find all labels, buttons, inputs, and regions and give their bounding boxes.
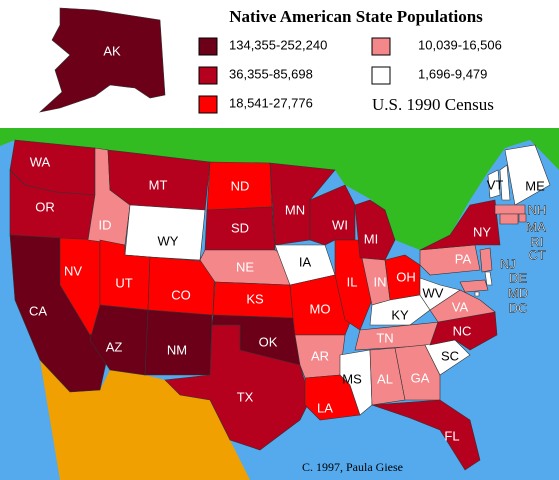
state-label: AR bbox=[311, 348, 329, 363]
map-title: Native American State Populations bbox=[229, 7, 483, 26]
state-label: DE bbox=[509, 270, 527, 285]
state-label: TX bbox=[237, 389, 254, 404]
state-labels: AK WA OR CA NV ID MT WY UT AZ CO NM ND SD NE KS OK TX MN IA… bbox=[29, 43, 547, 443]
state-label: DC bbox=[509, 300, 528, 315]
state bbox=[89, 304, 149, 376]
state bbox=[371, 399, 481, 471]
state-label: WA bbox=[30, 154, 51, 169]
state-label: CT bbox=[528, 247, 545, 262]
state-label: NY bbox=[473, 224, 491, 239]
state-label: OK bbox=[259, 334, 278, 349]
state bbox=[499, 213, 519, 225]
legend-swatch bbox=[198, 37, 218, 56]
state-label: KY bbox=[391, 307, 409, 322]
state bbox=[124, 204, 206, 261]
state-label: IN bbox=[374, 274, 387, 289]
state bbox=[419, 199, 501, 251]
state bbox=[487, 169, 501, 199]
state-label: MI bbox=[364, 231, 378, 246]
states bbox=[9, 7, 551, 471]
state-label: FL bbox=[444, 428, 459, 443]
state-label: PA bbox=[455, 251, 472, 266]
legend-swatch bbox=[371, 37, 391, 56]
state-label: IL bbox=[347, 274, 358, 289]
state-label: AL bbox=[377, 371, 393, 386]
state-label: SC bbox=[441, 348, 459, 363]
state bbox=[499, 164, 511, 201]
state-label: AZ bbox=[106, 339, 123, 354]
state-label: OR bbox=[35, 199, 55, 214]
state bbox=[419, 277, 461, 311]
state-label: TN bbox=[376, 330, 393, 345]
state-label: ME bbox=[525, 178, 545, 193]
state-label: MN bbox=[285, 202, 305, 217]
legend-swatch bbox=[198, 66, 218, 85]
state bbox=[484, 271, 493, 286]
state-label: WI bbox=[332, 217, 348, 232]
state-label: VT bbox=[487, 177, 504, 192]
state-label: NC bbox=[453, 323, 472, 338]
state-label: MT bbox=[149, 177, 168, 192]
state bbox=[479, 247, 493, 273]
state bbox=[494, 204, 526, 215]
state-label: SD bbox=[231, 220, 249, 235]
state bbox=[419, 244, 481, 276]
state-label: KS bbox=[246, 291, 264, 306]
state-label: NH bbox=[528, 202, 547, 217]
state-label: NE bbox=[236, 259, 254, 274]
legend-label: 36,355-85,698 bbox=[229, 66, 313, 81]
legend-label: 1,696-9,479 bbox=[418, 66, 487, 81]
legend-label: 10,039-16,506 bbox=[418, 37, 502, 52]
source: U.S. 1990 Census bbox=[372, 95, 494, 114]
state bbox=[518, 213, 527, 223]
state-label: MD bbox=[508, 285, 528, 300]
state-label: ND bbox=[231, 178, 250, 193]
state bbox=[504, 144, 551, 206]
legend-label: 18,541-27,776 bbox=[229, 95, 313, 110]
state-label: OH bbox=[396, 269, 416, 284]
mexico bbox=[40, 360, 250, 480]
state bbox=[354, 199, 396, 261]
state-label: NJ bbox=[500, 256, 516, 271]
state-label: WV bbox=[423, 285, 444, 300]
state bbox=[459, 279, 489, 293]
state-label: NV bbox=[64, 263, 82, 278]
state-label: MA bbox=[526, 219, 546, 234]
canada bbox=[0, 128, 559, 250]
legend-label: 134,355-252,240 bbox=[229, 37, 327, 52]
state-label: IA bbox=[299, 254, 312, 269]
legend: 134,355-252,240 36,355-85,698 18,541-27,77… bbox=[198, 37, 502, 114]
state-label: LA bbox=[317, 400, 333, 415]
state-label: MS bbox=[342, 371, 362, 386]
state-label: UT bbox=[115, 275, 132, 290]
state-label: CO bbox=[171, 287, 191, 302]
state-label: NM bbox=[167, 342, 187, 357]
legend-swatch bbox=[371, 66, 391, 85]
state bbox=[474, 291, 480, 297]
credit: C. 1997, Paula Giese bbox=[302, 460, 403, 474]
state-label: AK bbox=[103, 43, 121, 58]
state-label: GA bbox=[411, 370, 430, 385]
state bbox=[38, 7, 166, 113]
state-label: CA bbox=[29, 303, 47, 318]
state bbox=[164, 324, 311, 451]
state-label: VA bbox=[452, 299, 469, 314]
state-label: ID bbox=[99, 217, 112, 232]
state bbox=[394, 344, 441, 401]
legend-swatch bbox=[198, 95, 218, 114]
state-label: MO bbox=[310, 301, 331, 316]
state-label: RI bbox=[531, 234, 544, 249]
state-label: WY bbox=[158, 233, 179, 248]
